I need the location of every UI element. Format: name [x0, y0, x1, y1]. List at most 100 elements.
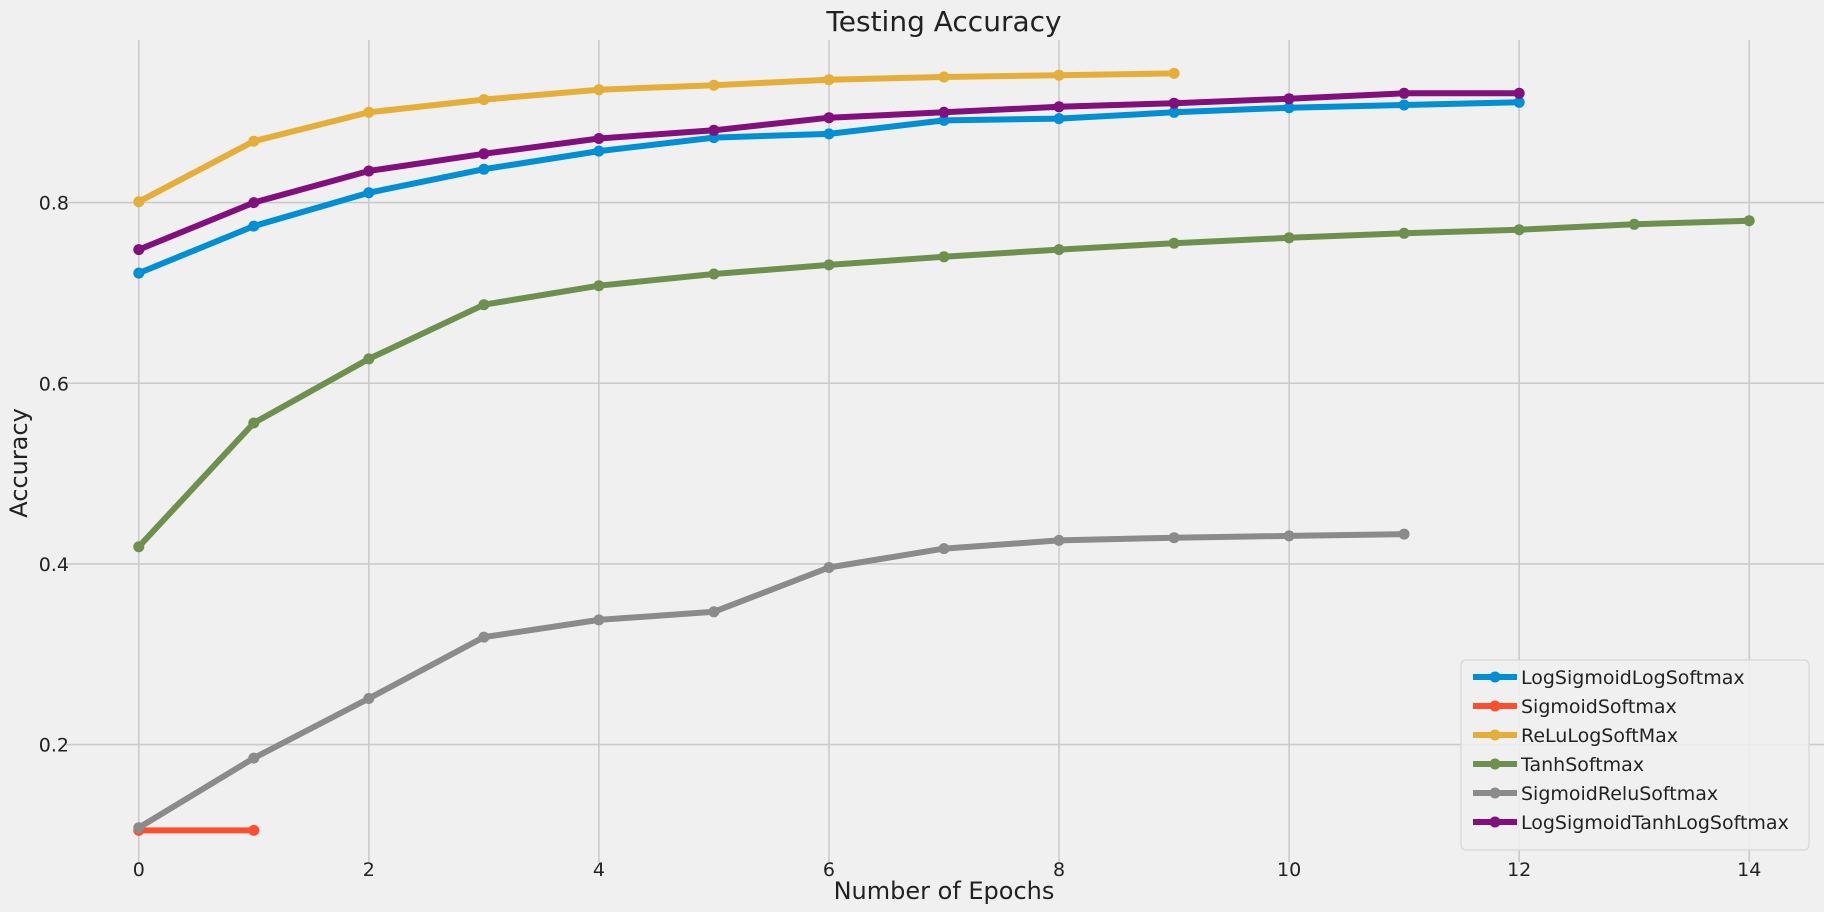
series-group: [133, 67, 1755, 836]
legend-box: [1460, 659, 1810, 851]
data-point: [1168, 67, 1180, 79]
x-tick-label: 8: [1053, 859, 1065, 881]
data-point: [1283, 530, 1295, 542]
data-point: [1053, 113, 1065, 125]
data-point: [1168, 106, 1180, 118]
data-point: [248, 824, 260, 836]
y-tick-label: 0.8: [39, 193, 69, 215]
x-tick-label: 14: [1737, 859, 1761, 881]
data-point: [478, 163, 490, 175]
data-point: [1398, 87, 1410, 99]
data-point: [1168, 97, 1180, 109]
data-point: [593, 280, 605, 292]
data-point: [593, 614, 605, 626]
data-point: [363, 693, 375, 704]
data-point: [1398, 99, 1410, 111]
data-point: [593, 133, 605, 144]
data-point: [133, 267, 145, 279]
legend: LogSigmoidLogSoftmax SigmoidSoftmax ReLuLo…: [1460, 659, 1810, 851]
data-point: [248, 417, 260, 429]
data-point: [938, 106, 950, 118]
data-point: [823, 562, 835, 573]
legend-item: LogSigmoidTanhLogSoftmax: [1473, 812, 1789, 834]
data-point: [248, 197, 260, 209]
data-point: [478, 94, 490, 106]
y-axis-ticks: 0.2 0.4 0.6 0.8: [39, 193, 69, 757]
legend-item: SigmoidReluSoftmax: [1473, 783, 1718, 805]
data-point: [823, 112, 835, 124]
data-point: [363, 165, 375, 177]
x-axis-label: Number of Epochs: [834, 877, 1055, 905]
data-point: [1283, 232, 1295, 244]
series-LogSigmoidLogSoftmax: [133, 96, 1525, 279]
data-point: [1513, 87, 1525, 99]
legend-marker: [1489, 729, 1501, 741]
legend-label: LogSigmoidLogSoftmax: [1521, 667, 1745, 689]
data-point: [1398, 528, 1410, 540]
legend-marker: [1489, 700, 1501, 712]
data-point: [938, 543, 950, 555]
data-point: [938, 71, 950, 83]
data-point: [708, 268, 720, 280]
data-point: [708, 124, 720, 136]
data-point: [363, 353, 375, 365]
data-point: [133, 822, 145, 834]
data-point: [133, 196, 145, 208]
data-point: [1168, 532, 1180, 544]
data-point: [363, 106, 375, 118]
data-point: [1283, 93, 1295, 105]
x-tick-label: 6: [823, 859, 835, 881]
x-tick-label: 12: [1507, 859, 1531, 881]
y-tick-label: 0.2: [39, 735, 69, 757]
legend-marker: [1489, 787, 1501, 799]
legend-item: LogSigmoidLogSoftmax: [1473, 667, 1745, 689]
data-point: [823, 128, 835, 140]
x-axis-ticks: 0 2 4 6 8 10 12 14: [133, 859, 1762, 881]
data-point: [1168, 237, 1180, 249]
grid-lines: [64, 40, 1824, 862]
data-point: [1513, 96, 1525, 108]
legend-item: TanhSoftmax: [1473, 754, 1644, 776]
legend-item: SigmoidSoftmax: [1473, 696, 1677, 718]
series-LogSigmoidTanhLogSoftmax: [133, 87, 1525, 256]
y-tick-label: 0.4: [39, 554, 69, 576]
data-point: [248, 220, 260, 232]
data-point: [593, 84, 605, 96]
data-point: [708, 79, 720, 91]
legend-label: SigmoidReluSoftmax: [1521, 783, 1718, 805]
data-point: [823, 74, 835, 86]
series-line: [137, 531, 1405, 831]
data-point: [1053, 69, 1065, 81]
x-tick-label: 2: [363, 859, 375, 881]
data-point: [708, 606, 720, 618]
data-point: [478, 148, 490, 160]
data-point: [248, 752, 260, 764]
y-tick-label: 0.6: [39, 373, 69, 395]
data-point: [363, 187, 375, 199]
x-tick-label: 4: [593, 859, 605, 881]
data-point: [823, 259, 835, 271]
data-point: [938, 114, 950, 126]
data-point: [938, 251, 950, 263]
data-point: [478, 631, 490, 643]
data-point: [133, 541, 145, 553]
chart-title: Testing Accuracy: [825, 5, 1061, 38]
data-point: [1743, 215, 1755, 227]
data-point: [1398, 227, 1410, 239]
x-tick-label: 0: [133, 859, 145, 881]
data-point: [1053, 534, 1065, 546]
data-point: [248, 135, 260, 147]
data-point: [1628, 218, 1640, 230]
legend-label: SigmoidSoftmax: [1521, 696, 1677, 718]
y-axis-label: Accuracy: [5, 408, 33, 518]
data-point: [593, 145, 605, 157]
data-point: [478, 299, 490, 311]
data-point: [1283, 102, 1295, 114]
data-point: [1053, 244, 1065, 256]
legend-marker: [1489, 816, 1501, 828]
series-ReLuLogSoftMax: [133, 67, 1180, 208]
legend-label: ReLuLogSoftMax: [1521, 725, 1678, 747]
data-point: [133, 244, 145, 256]
